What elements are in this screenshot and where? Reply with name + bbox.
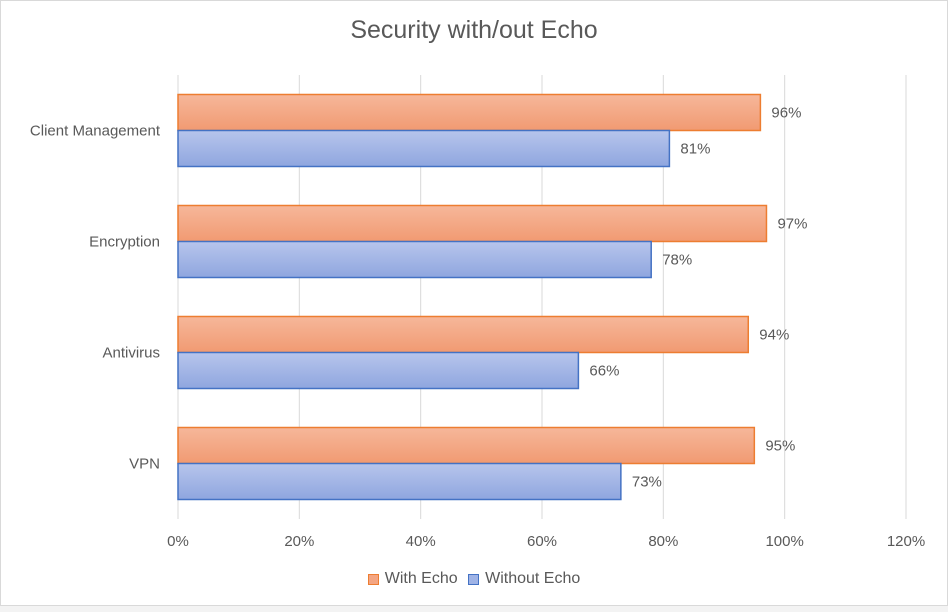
bottom-strip — [0, 606, 948, 612]
data-label: 66% — [589, 363, 619, 380]
data-label: 97% — [777, 216, 807, 233]
category-label: Antivirus — [102, 345, 160, 362]
bar-with-echo — [177, 426, 756, 465]
bar-without-echo — [177, 240, 652, 279]
data-label: 96% — [771, 105, 801, 122]
legend-item-without-echo: Without Echo — [468, 570, 580, 588]
chart-title: Security with/out Echo — [350, 16, 598, 44]
bar-without-echo — [177, 351, 580, 390]
legend-swatch-without-echo — [468, 573, 480, 585]
category-label: VPN — [129, 456, 160, 473]
x-tick-label: 60% — [527, 533, 557, 550]
legend-item-with-echo: With Echo — [367, 570, 458, 588]
bar-with-echo — [177, 204, 768, 243]
x-tick-label: 80% — [648, 533, 678, 550]
x-tick-label: 0% — [167, 533, 189, 550]
bar-with-echo — [177, 315, 750, 354]
category-label: Encryption — [89, 234, 160, 251]
x-tick-label: 40% — [406, 533, 436, 550]
chart-legend: With Echo Without Echo — [1, 570, 947, 590]
category-label: Client Management — [30, 123, 161, 140]
bar-without-echo — [177, 129, 671, 168]
data-label: 81% — [680, 141, 710, 158]
x-tick-label: 20% — [284, 533, 314, 550]
bar-without-echo — [177, 462, 622, 501]
data-label: 95% — [765, 438, 795, 455]
data-label: 73% — [632, 474, 662, 491]
x-tick-label: 100% — [765, 533, 803, 550]
legend-label-without-echo: Without Echo — [485, 570, 581, 587]
legend-swatch-with-echo — [367, 573, 379, 585]
data-label: 94% — [759, 327, 789, 344]
data-label: 78% — [662, 252, 692, 269]
x-tick-label: 120% — [887, 533, 925, 550]
bar-with-echo — [177, 93, 762, 132]
legend-label-with-echo: With Echo — [384, 570, 458, 587]
